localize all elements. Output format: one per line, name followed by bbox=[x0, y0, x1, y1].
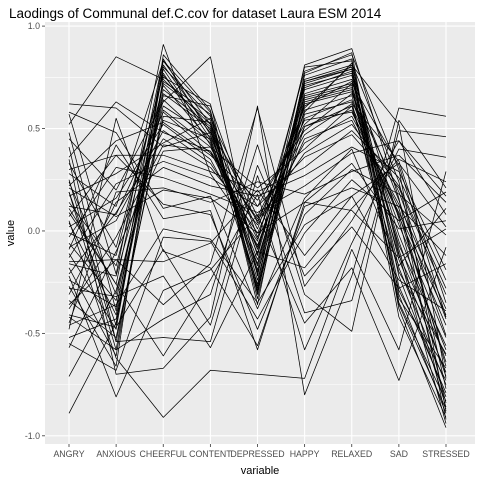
series-line-36 bbox=[68, 87, 447, 369]
x-tick-label: CONTENT bbox=[189, 449, 232, 459]
x-tick-label: HAPPY bbox=[290, 449, 320, 459]
series-line-33 bbox=[68, 124, 447, 310]
series-line-25 bbox=[68, 134, 447, 295]
series-line-28 bbox=[68, 115, 447, 309]
series-line-34 bbox=[68, 68, 447, 418]
x-tick-label: ANXIOUS bbox=[96, 449, 136, 459]
chart-title: Laodings of Communal def.C.cov for datas… bbox=[9, 6, 382, 21]
series-line-2 bbox=[68, 44, 447, 412]
y-axis-title: value bbox=[5, 220, 17, 246]
x-tick-label: SAD bbox=[390, 449, 408, 459]
series-line-46 bbox=[68, 214, 447, 398]
y-tick-label: 1.0 bbox=[28, 21, 40, 31]
y-tick-label: 0.0 bbox=[28, 226, 40, 236]
series-line-17 bbox=[68, 130, 447, 281]
series-line-3 bbox=[68, 56, 447, 379]
x-tick-label: STRESSED bbox=[422, 449, 469, 459]
x-axis-title: variable bbox=[241, 465, 280, 477]
series-line-44 bbox=[68, 171, 447, 418]
series-line-38 bbox=[68, 105, 447, 377]
x-tick-label: RELAXED bbox=[331, 449, 372, 459]
y-tick-label: -0.5 bbox=[25, 328, 40, 338]
series-line-15 bbox=[68, 103, 447, 303]
axis-layer: -1.0 -0.5 0.0 0.5 1.0 ANGRY ANXIOUS CHEERFUL CON… bbox=[25, 21, 470, 459]
series-line-21 bbox=[68, 140, 447, 238]
series-line-26 bbox=[68, 95, 447, 357]
series-line-54 bbox=[68, 154, 447, 330]
x-tick-label: DEPRESSED bbox=[230, 449, 284, 459]
series-line-41 bbox=[68, 130, 447, 342]
x-tick-label: CHEERFUL bbox=[140, 449, 188, 459]
y-tick-label: 0.5 bbox=[28, 124, 40, 134]
series-layer bbox=[68, 44, 447, 428]
series-line-56 bbox=[68, 187, 447, 258]
series-line-49 bbox=[68, 165, 447, 328]
series-line-53 bbox=[68, 144, 447, 351]
series-line-43 bbox=[68, 148, 447, 357]
series-line-37 bbox=[68, 119, 447, 348]
series-line-48 bbox=[68, 162, 447, 305]
series-line-35 bbox=[68, 154, 447, 324]
series-line-40 bbox=[68, 105, 447, 396]
series-line-47 bbox=[68, 158, 447, 349]
series-line-52 bbox=[68, 111, 447, 310]
series-line-50 bbox=[68, 117, 447, 347]
y-tick-label: -1.0 bbox=[25, 431, 40, 441]
series-line-5 bbox=[68, 48, 447, 420]
x-tick-label: ANGRY bbox=[53, 449, 84, 459]
series-line-19 bbox=[68, 99, 447, 338]
series-line-55 bbox=[68, 195, 447, 326]
series-line-11 bbox=[68, 93, 447, 320]
series-line-45 bbox=[68, 107, 447, 306]
series-line-42 bbox=[68, 119, 447, 351]
series-line-39 bbox=[68, 66, 447, 414]
